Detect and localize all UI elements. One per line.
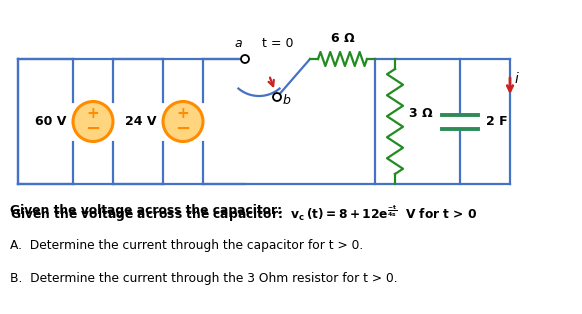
Text: b: b — [283, 95, 291, 107]
Text: A.  Determine the current through the capacitor for t > 0.: A. Determine the current through the cap… — [10, 239, 363, 252]
Text: Given the voltage across the capacitor:  $\mathbf{v_c\,(t) = 8 + 12e^{\frac{-t}{: Given the voltage across the capacitor: … — [10, 204, 477, 225]
Text: t = 0: t = 0 — [262, 37, 293, 50]
Text: Given the voltage across the capacitor:: Given the voltage across the capacitor: — [10, 204, 286, 217]
Text: 2 F: 2 F — [486, 115, 508, 128]
Text: i: i — [515, 72, 519, 86]
Text: −: − — [86, 120, 101, 138]
Text: 24 V: 24 V — [125, 115, 157, 128]
Text: +: + — [176, 106, 189, 121]
Circle shape — [273, 93, 281, 101]
Text: +: + — [87, 106, 100, 121]
Text: 6 Ω: 6 Ω — [331, 32, 354, 45]
Circle shape — [73, 101, 113, 142]
Circle shape — [163, 101, 203, 142]
Circle shape — [241, 55, 249, 63]
Text: a: a — [234, 37, 242, 50]
Text: 3 Ω: 3 Ω — [409, 107, 432, 120]
Text: 60 V: 60 V — [36, 115, 67, 128]
Text: B.  Determine the current through the 3 Ohm resistor for t > 0.: B. Determine the current through the 3 O… — [10, 272, 398, 285]
Text: −: − — [175, 120, 190, 138]
